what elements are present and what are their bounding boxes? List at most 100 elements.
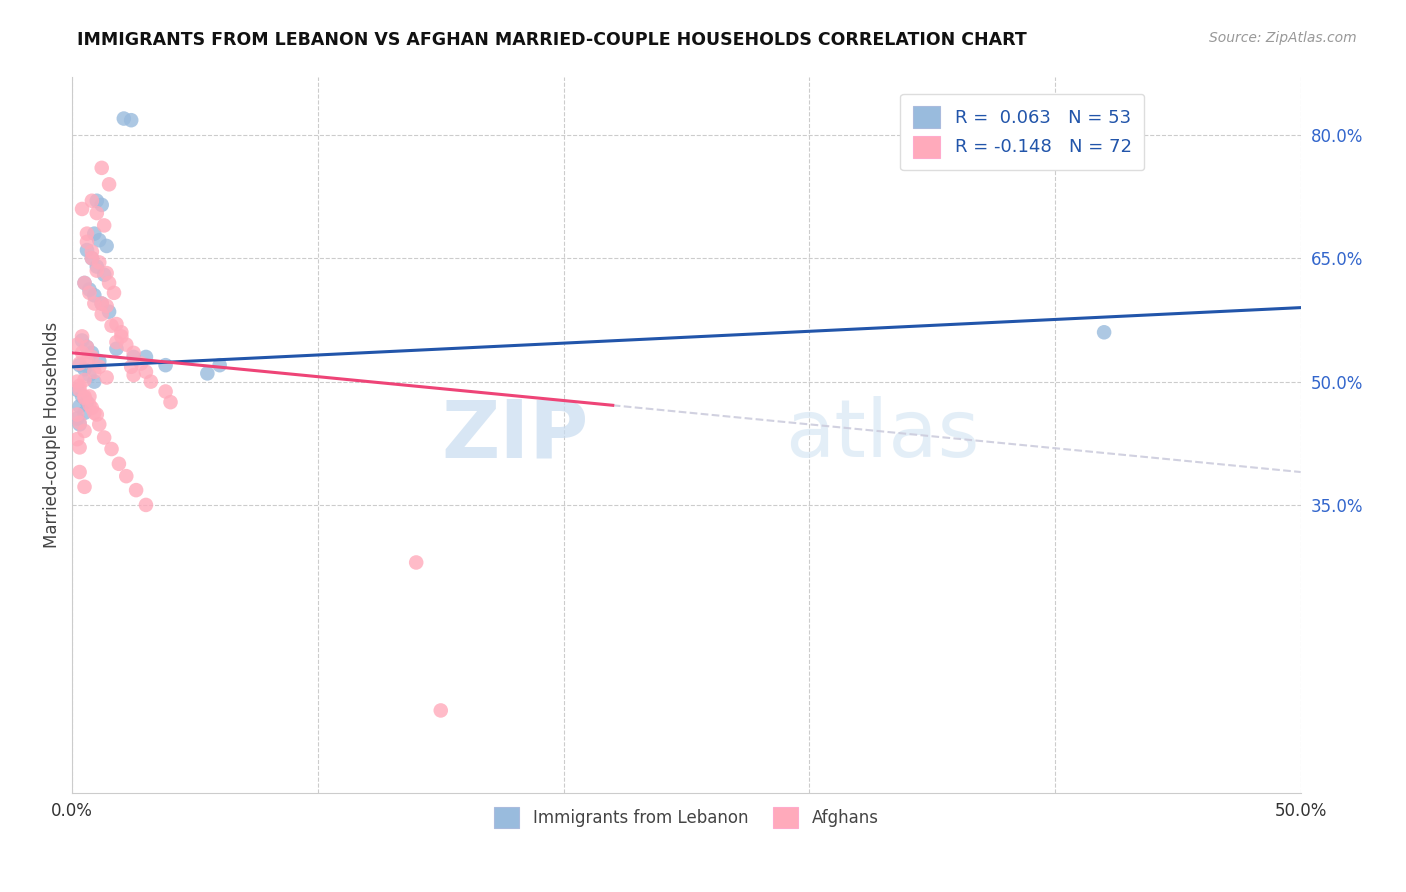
Point [100, 442, 122, 456]
Point [86, 206, 108, 220]
Point [73, 362, 96, 376]
Point [96, 239, 118, 253]
Point [73, 276, 96, 290]
Point [69, 416, 91, 430]
Point [135, 365, 157, 379]
Point [80, 346, 103, 360]
Point [76, 340, 98, 354]
Point [76, 354, 98, 368]
Point [76, 227, 98, 241]
Point [73, 480, 96, 494]
Point [100, 318, 122, 333]
Point [89, 233, 111, 247]
Point [110, 329, 132, 343]
Point [125, 483, 148, 497]
Point [98, 276, 121, 290]
Text: Source: ZipAtlas.com: Source: ZipAtlas.com [1209, 31, 1357, 45]
Point [93, 219, 115, 233]
Point [70, 389, 93, 403]
Point [115, 469, 138, 483]
Point [76, 395, 98, 409]
Point [139, 375, 162, 389]
Point [80, 401, 103, 415]
Point [70, 329, 93, 343]
Point [120, 359, 142, 374]
Point [90, 296, 112, 310]
Point [76, 340, 98, 354]
Point [70, 346, 93, 360]
Point [86, 408, 108, 422]
Point [90, 161, 112, 175]
Y-axis label: Married-couple Households: Married-couple Households [44, 322, 60, 549]
Point [129, 357, 152, 371]
Point [86, 263, 108, 277]
Point [159, 395, 181, 409]
Point [66, 411, 89, 425]
Point [79, 389, 101, 403]
Point [79, 368, 101, 382]
Point [69, 357, 91, 371]
Point [83, 296, 105, 310]
Legend: Immigrants from Lebanon, Afghans: Immigrants from Lebanon, Afghans [488, 801, 886, 834]
Point [83, 227, 105, 241]
Text: atlas: atlas [785, 396, 979, 474]
Point [73, 389, 96, 403]
Point [76, 235, 98, 249]
Point [93, 430, 115, 444]
Point [89, 354, 111, 368]
Point [79, 285, 101, 300]
Point [122, 368, 145, 382]
Point [155, 384, 177, 399]
Point [135, 350, 157, 364]
Point [66, 383, 89, 397]
Point [115, 337, 138, 351]
Point [79, 283, 101, 297]
Point [70, 202, 93, 216]
Point [105, 317, 128, 331]
Point [73, 406, 96, 420]
Point [110, 326, 132, 340]
Point [93, 268, 115, 282]
Point [76, 243, 98, 257]
Point [66, 432, 89, 446]
Point [80, 194, 103, 208]
Point [105, 342, 128, 356]
Point [73, 424, 96, 438]
Point [98, 304, 121, 318]
Point [86, 194, 108, 208]
Point [122, 346, 145, 360]
Point [83, 375, 105, 389]
Point [122, 350, 145, 364]
Point [98, 178, 121, 192]
Point [96, 299, 118, 313]
Point [135, 498, 157, 512]
Point [80, 252, 103, 266]
Point [69, 465, 91, 479]
Point [69, 417, 91, 432]
Point [96, 266, 118, 280]
Point [89, 359, 111, 374]
Point [69, 441, 91, 455]
Point [103, 285, 125, 300]
Point [86, 260, 108, 274]
Point [112, 112, 135, 126]
Point [73, 373, 96, 387]
Point [83, 365, 105, 379]
Point [195, 367, 218, 381]
Point [69, 358, 91, 372]
Point [90, 307, 112, 321]
Point [108, 457, 131, 471]
Text: ZIP: ZIP [441, 396, 588, 474]
Point [69, 378, 91, 392]
Point [66, 408, 89, 422]
Point [405, 556, 427, 570]
Point [1092, 326, 1115, 340]
Point [89, 255, 111, 269]
Text: IMMIGRANTS FROM LEBANON VS AFGHAN MARRIED-COUPLE HOUSEHOLDS CORRELATION CHART: IMMIGRANTS FROM LEBANON VS AFGHAN MARRIE… [77, 31, 1026, 49]
Point [66, 375, 89, 389]
Point [89, 417, 111, 432]
Point [70, 334, 93, 348]
Point [66, 337, 89, 351]
Point [90, 198, 112, 212]
Point [80, 244, 103, 259]
